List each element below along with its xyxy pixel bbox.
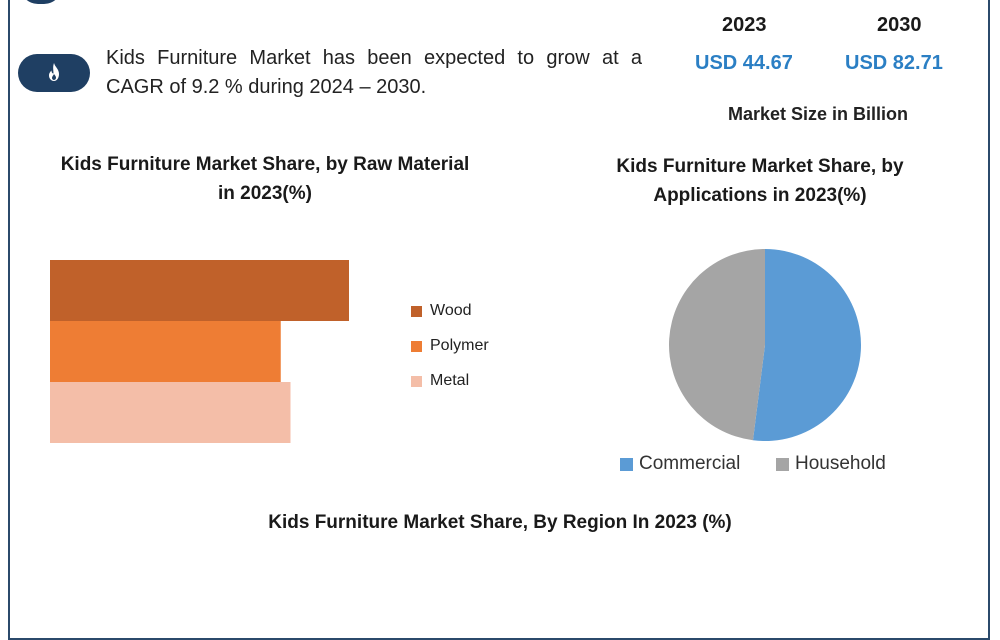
raw-material-bar-chart: [50, 260, 349, 443]
bar-legend-item: Polymer: [411, 337, 489, 355]
bar-legend-item: Wood: [411, 302, 472, 320]
region-chart-title: Kids Furniture Market Share, By Region I…: [268, 512, 732, 533]
bar-chart-title: Kids Furniture Market Share, by Raw Mate…: [60, 154, 470, 204]
pie-slice-commercial: [752, 249, 861, 441]
legend-label: Polymer: [430, 337, 489, 354]
growth-statement: Kids Furniture Market has been expected …: [106, 47, 642, 98]
legend-label: Wood: [430, 302, 472, 319]
legend-swatch: [620, 457, 633, 471]
legend-label: Commercial: [639, 453, 741, 474]
legend-swatch: [411, 305, 422, 317]
bar-legend-item: Metal: [411, 372, 469, 390]
legend-swatch: [776, 457, 789, 471]
pie-chart-title: Kids Furniture Market Share, by Applicat…: [616, 156, 904, 206]
value-end: USD 82.71: [845, 52, 943, 74]
pie-legend-item: Commercial: [620, 453, 740, 475]
value-start: USD 44.67: [695, 52, 793, 74]
top-decoration: [20, 0, 62, 4]
legend-label: Metal: [430, 372, 470, 389]
flame-badge: [18, 54, 90, 92]
legend-label: Household: [795, 453, 886, 474]
applications-pie-chart: [668, 249, 861, 441]
bar-wood: [50, 260, 349, 321]
year-start: 2023: [722, 14, 767, 36]
pie-legend-item: Household: [776, 453, 886, 475]
bar-metal: [50, 382, 291, 443]
bar-polymer: [50, 321, 281, 382]
flame-icon: [49, 63, 59, 81]
legend-swatch: [411, 340, 422, 352]
market-size-label: Market Size in Billion: [728, 104, 909, 124]
pie-slice-household: [668, 249, 765, 441]
year-end: 2030: [877, 14, 922, 36]
legend-swatch: [411, 375, 422, 387]
